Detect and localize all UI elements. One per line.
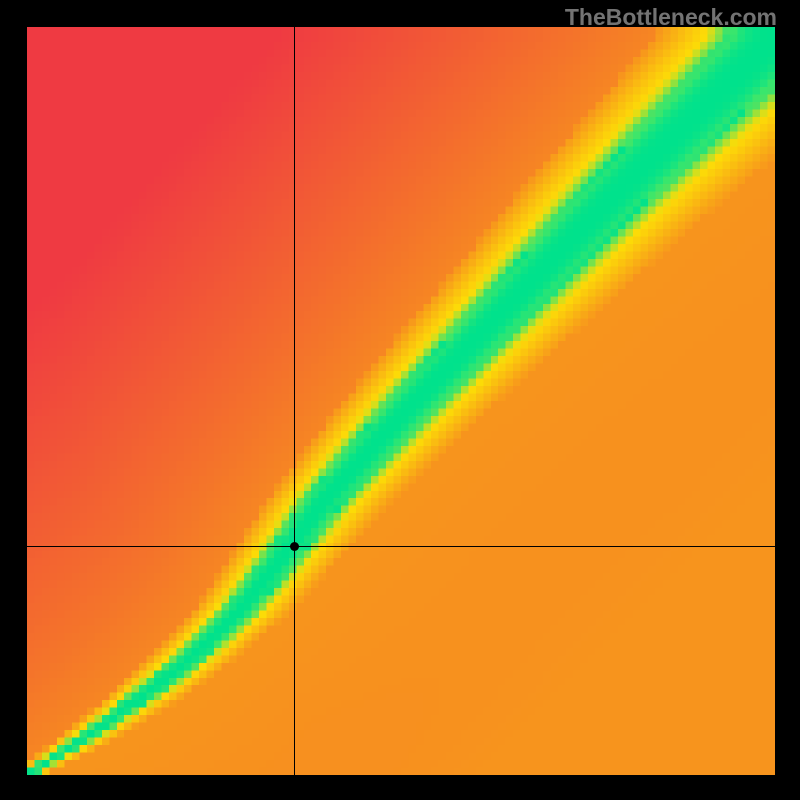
crosshair-vertical	[294, 27, 295, 775]
crosshair-horizontal	[27, 546, 775, 547]
crosshair-marker	[290, 542, 299, 551]
watermark-text: TheBottleneck.com	[565, 4, 777, 31]
chart-container: TheBottleneck.com	[0, 0, 800, 800]
heatmap-canvas	[27, 27, 775, 775]
